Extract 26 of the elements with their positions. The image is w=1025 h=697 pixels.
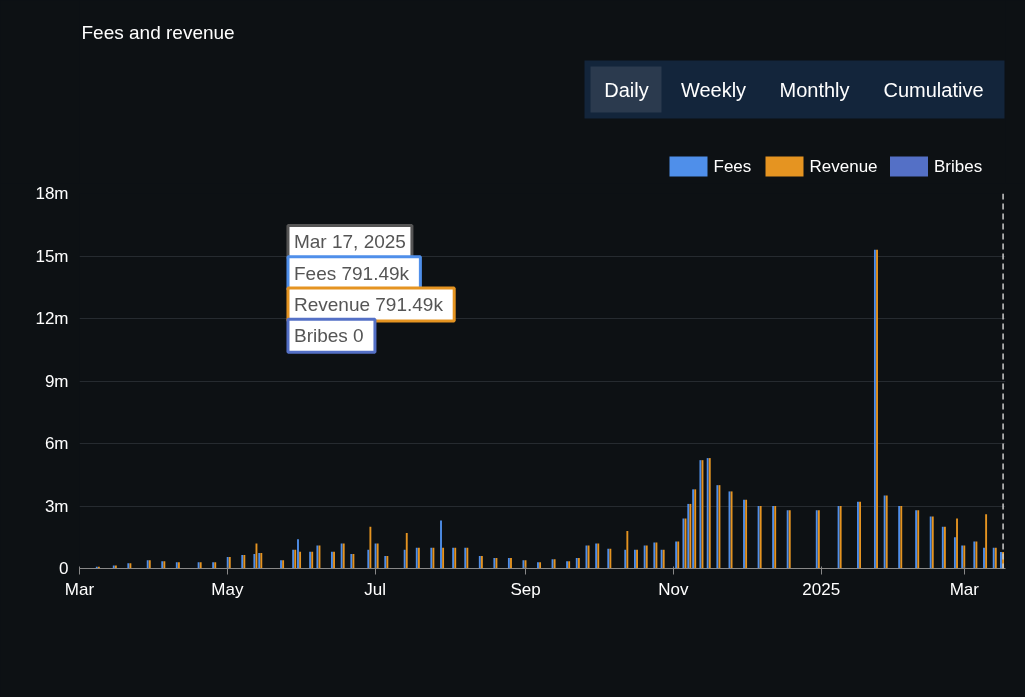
y-tick-label: 18m bbox=[35, 184, 69, 203]
x-tick-label: Nov bbox=[658, 579, 690, 599]
x-tick-label: May bbox=[211, 579, 244, 599]
y-tick-label: 6m bbox=[44, 434, 69, 453]
y-tick-label: 9m bbox=[44, 371, 69, 391]
text: Weekly bbox=[680, 78, 747, 101]
annotation: Bribes 0 bbox=[293, 325, 364, 347]
x-tick-label: Mar bbox=[64, 579, 95, 599]
chart-title: Fees and revenue bbox=[81, 22, 235, 43]
annotation: Mar 17, 2025 bbox=[293, 231, 406, 253]
annotation: Fees 791.49k bbox=[293, 262, 410, 284]
text: Cumulative bbox=[883, 78, 984, 101]
text: Daily bbox=[604, 78, 649, 101]
x-tick-label: Jul bbox=[364, 579, 387, 599]
y-tick-label: 12m bbox=[35, 309, 69, 328]
x-tick-label: 2025 bbox=[802, 579, 841, 599]
legend-label: Revenue bbox=[809, 157, 878, 176]
y-tick-label: 15m bbox=[35, 246, 69, 266]
annotation: Revenue 791.49k bbox=[293, 293, 444, 315]
y-tick-label: 0 bbox=[59, 559, 69, 578]
y-tick-label: 3m bbox=[44, 496, 69, 516]
text: Monthly bbox=[779, 78, 850, 101]
x-tick-label: Mar bbox=[949, 579, 980, 599]
legend-label: Bribes bbox=[934, 157, 983, 176]
x-tick-label: Sep bbox=[510, 579, 541, 599]
legend-label: Fees bbox=[713, 157, 752, 176]
